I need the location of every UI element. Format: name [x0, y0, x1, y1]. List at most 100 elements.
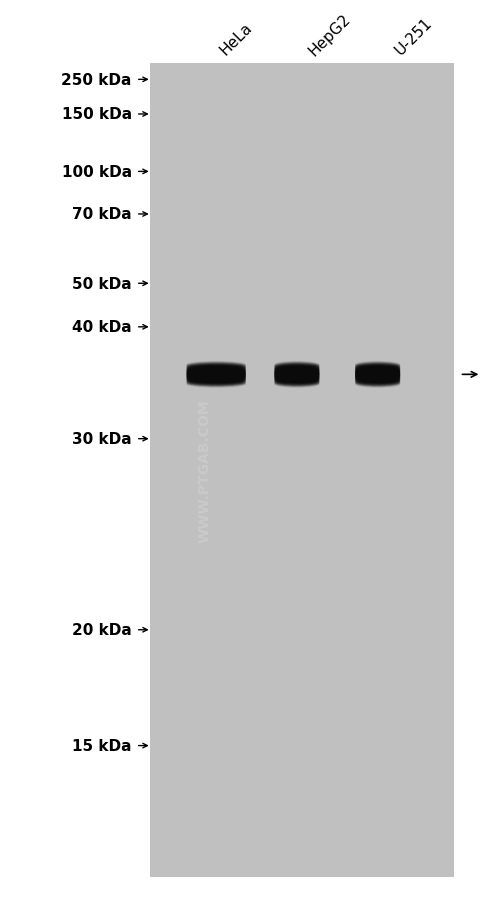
Ellipse shape: [355, 361, 400, 368]
Ellipse shape: [186, 368, 246, 374]
Ellipse shape: [355, 371, 400, 378]
Ellipse shape: [355, 382, 400, 388]
Text: 100 kDa: 100 kDa: [62, 165, 132, 179]
Ellipse shape: [186, 380, 246, 386]
Ellipse shape: [186, 364, 246, 371]
Ellipse shape: [186, 374, 246, 381]
Ellipse shape: [275, 380, 320, 387]
Ellipse shape: [186, 377, 246, 383]
Ellipse shape: [186, 373, 246, 379]
Ellipse shape: [355, 373, 400, 379]
Text: HepG2: HepG2: [306, 11, 354, 59]
Ellipse shape: [275, 382, 320, 389]
Ellipse shape: [275, 365, 320, 372]
Text: HeLa: HeLa: [217, 21, 255, 59]
Ellipse shape: [275, 377, 320, 383]
Ellipse shape: [355, 374, 400, 381]
Text: 40 kDa: 40 kDa: [72, 320, 132, 335]
Ellipse shape: [275, 364, 320, 371]
Ellipse shape: [355, 364, 400, 371]
Ellipse shape: [186, 375, 246, 382]
Ellipse shape: [355, 379, 400, 385]
Ellipse shape: [275, 367, 320, 374]
Ellipse shape: [275, 373, 320, 381]
Text: U-251: U-251: [392, 15, 435, 59]
Ellipse shape: [186, 382, 246, 389]
Text: 250 kDa: 250 kDa: [61, 73, 132, 87]
Text: 20 kDa: 20 kDa: [72, 622, 132, 638]
Ellipse shape: [275, 363, 320, 369]
Ellipse shape: [186, 370, 246, 376]
Ellipse shape: [186, 361, 246, 368]
Ellipse shape: [275, 381, 320, 388]
Ellipse shape: [355, 370, 400, 377]
Ellipse shape: [275, 372, 320, 379]
Ellipse shape: [275, 368, 320, 374]
Ellipse shape: [355, 370, 400, 376]
Ellipse shape: [275, 375, 320, 382]
Ellipse shape: [355, 380, 400, 387]
Ellipse shape: [186, 373, 246, 381]
Ellipse shape: [355, 376, 400, 383]
Ellipse shape: [355, 377, 400, 383]
Ellipse shape: [275, 379, 320, 385]
Ellipse shape: [186, 374, 246, 382]
Ellipse shape: [275, 377, 320, 384]
Ellipse shape: [186, 378, 246, 385]
Ellipse shape: [275, 372, 320, 378]
Ellipse shape: [186, 364, 246, 372]
Ellipse shape: [355, 380, 400, 386]
Ellipse shape: [186, 377, 246, 384]
Ellipse shape: [186, 367, 246, 373]
Ellipse shape: [275, 373, 320, 379]
Ellipse shape: [186, 373, 246, 380]
Ellipse shape: [355, 373, 400, 380]
Ellipse shape: [275, 369, 320, 376]
Bar: [150, 63, 454, 878]
Ellipse shape: [275, 364, 320, 371]
Ellipse shape: [275, 371, 320, 378]
Ellipse shape: [186, 366, 246, 373]
Ellipse shape: [355, 364, 400, 372]
Ellipse shape: [275, 361, 320, 368]
Ellipse shape: [355, 363, 400, 370]
Ellipse shape: [355, 363, 400, 369]
Ellipse shape: [275, 380, 320, 386]
Ellipse shape: [355, 381, 400, 388]
Ellipse shape: [355, 365, 400, 372]
Ellipse shape: [355, 382, 400, 389]
Ellipse shape: [275, 367, 320, 373]
Ellipse shape: [186, 381, 246, 388]
Ellipse shape: [275, 379, 320, 386]
Ellipse shape: [355, 367, 400, 373]
Ellipse shape: [355, 372, 400, 379]
Ellipse shape: [355, 374, 400, 382]
Ellipse shape: [186, 375, 246, 382]
Ellipse shape: [355, 362, 400, 369]
Ellipse shape: [355, 368, 400, 374]
Ellipse shape: [186, 364, 246, 371]
Ellipse shape: [275, 365, 320, 373]
Text: WWW.PTGAB.COM: WWW.PTGAB.COM: [197, 399, 211, 542]
Ellipse shape: [355, 377, 400, 384]
Ellipse shape: [275, 363, 320, 370]
Ellipse shape: [186, 376, 246, 383]
Ellipse shape: [275, 368, 320, 375]
Ellipse shape: [186, 380, 246, 387]
Ellipse shape: [275, 375, 320, 382]
Ellipse shape: [355, 366, 400, 373]
Ellipse shape: [275, 373, 320, 380]
Ellipse shape: [186, 370, 246, 377]
Ellipse shape: [355, 364, 400, 371]
Ellipse shape: [186, 368, 246, 375]
Ellipse shape: [355, 369, 400, 376]
Ellipse shape: [186, 372, 246, 379]
Text: 150 kDa: 150 kDa: [62, 107, 132, 123]
Ellipse shape: [275, 362, 320, 369]
Ellipse shape: [275, 370, 320, 376]
Ellipse shape: [355, 367, 400, 374]
Text: 30 kDa: 30 kDa: [72, 432, 132, 446]
Ellipse shape: [275, 364, 320, 372]
Ellipse shape: [186, 371, 246, 378]
Ellipse shape: [275, 370, 320, 377]
